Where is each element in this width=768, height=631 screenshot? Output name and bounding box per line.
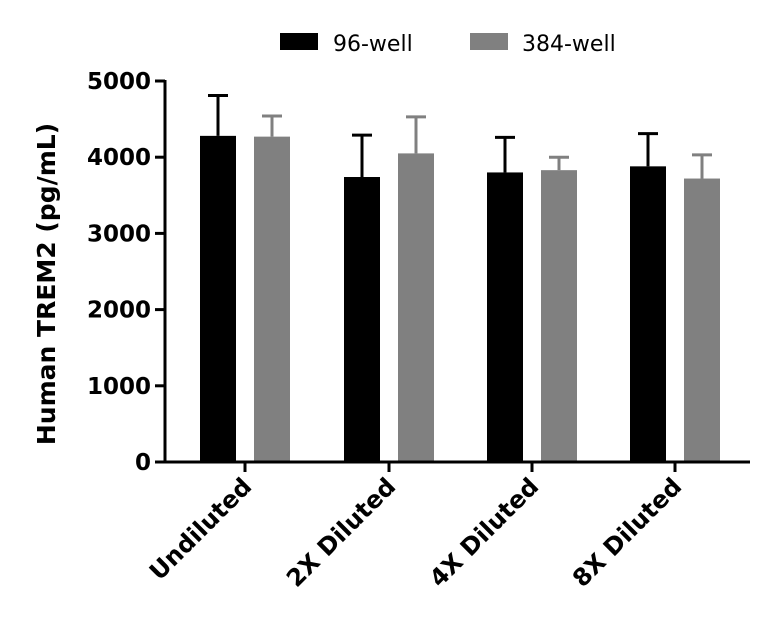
y-axis-title: Human TREM2 (pg/mL) (32, 123, 61, 445)
x-category-label: 4X Diluted (424, 472, 544, 592)
bars-layer (200, 93, 720, 463)
x-category-label: 8X Diluted (567, 472, 687, 592)
x-category-label: 2X Diluted (281, 472, 401, 592)
bar-384-well-8x-diluted (684, 178, 720, 462)
bar-384-well-2x-diluted (398, 153, 434, 462)
y-tick-label: 2000 (87, 298, 151, 324)
ticks-layer: 0 1000 2000 3000 4000 5000 (87, 69, 677, 476)
axes-layer (163, 80, 750, 464)
category-labels-layer: Undiluted 2X Diluted 4X Diluted 8X Diluted (144, 472, 687, 592)
y-tick-label: 0 (135, 450, 151, 476)
legend-swatch-96-well (280, 33, 318, 50)
bar-96-well-undiluted (200, 135, 236, 462)
bar-96-well-4x-diluted (487, 172, 523, 462)
y-tick-label: 4000 (87, 145, 151, 171)
bar-384-well-4x-diluted (541, 170, 577, 463)
y-tick-label: 5000 (87, 69, 151, 95)
legend: 96-well 384-well (280, 32, 616, 57)
bar-96-well-8x-diluted (630, 166, 666, 462)
legend-label-384-well: 384-well (522, 32, 616, 57)
bar-96-well-2x-diluted (344, 177, 380, 462)
x-category-label: Undiluted (144, 472, 257, 585)
legend-label-96-well: 96-well (333, 32, 413, 57)
bar-384-well-undiluted (254, 136, 290, 462)
legend-swatch-384-well (470, 33, 508, 50)
y-tick-label: 1000 (87, 374, 151, 400)
y-tick-label: 3000 (87, 221, 151, 247)
